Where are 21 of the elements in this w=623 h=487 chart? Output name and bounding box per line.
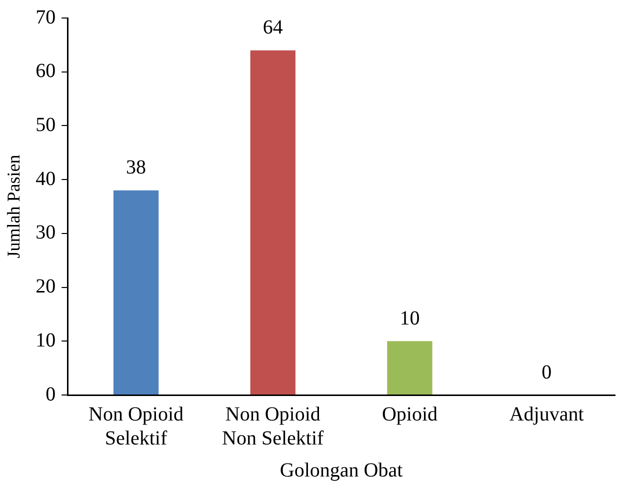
y-tick-label: 30 (36, 222, 56, 244)
bar (387, 341, 432, 394)
y-tick-label: 10 (36, 329, 56, 352)
data-label: 38 (126, 156, 146, 179)
y-tick-label: 50 (36, 114, 56, 136)
data-label: 64 (262, 16, 283, 39)
y-tick-label: 60 (36, 60, 56, 82)
y-tick-label: 70 (36, 6, 56, 28)
x-tick-label: Adjuvant (509, 403, 584, 426)
x-tick-label: Non Opioid Selektif (88, 403, 184, 450)
bar (113, 190, 159, 394)
x-tick-label: Non Opioid Non Selektif (222, 403, 324, 450)
y-tick-label: 40 (36, 168, 56, 190)
data-label: 10 (400, 307, 420, 330)
y-tick-label: 0 (46, 383, 56, 406)
data-label: 0 (542, 361, 552, 384)
y-axis-title: Jumlah Pasien (4, 154, 24, 258)
x-axis-title: Golongan Obat (280, 459, 404, 482)
bar (250, 50, 296, 394)
y-tick-label: 20 (36, 276, 56, 298)
x-tick-label: Opioid (382, 403, 438, 426)
